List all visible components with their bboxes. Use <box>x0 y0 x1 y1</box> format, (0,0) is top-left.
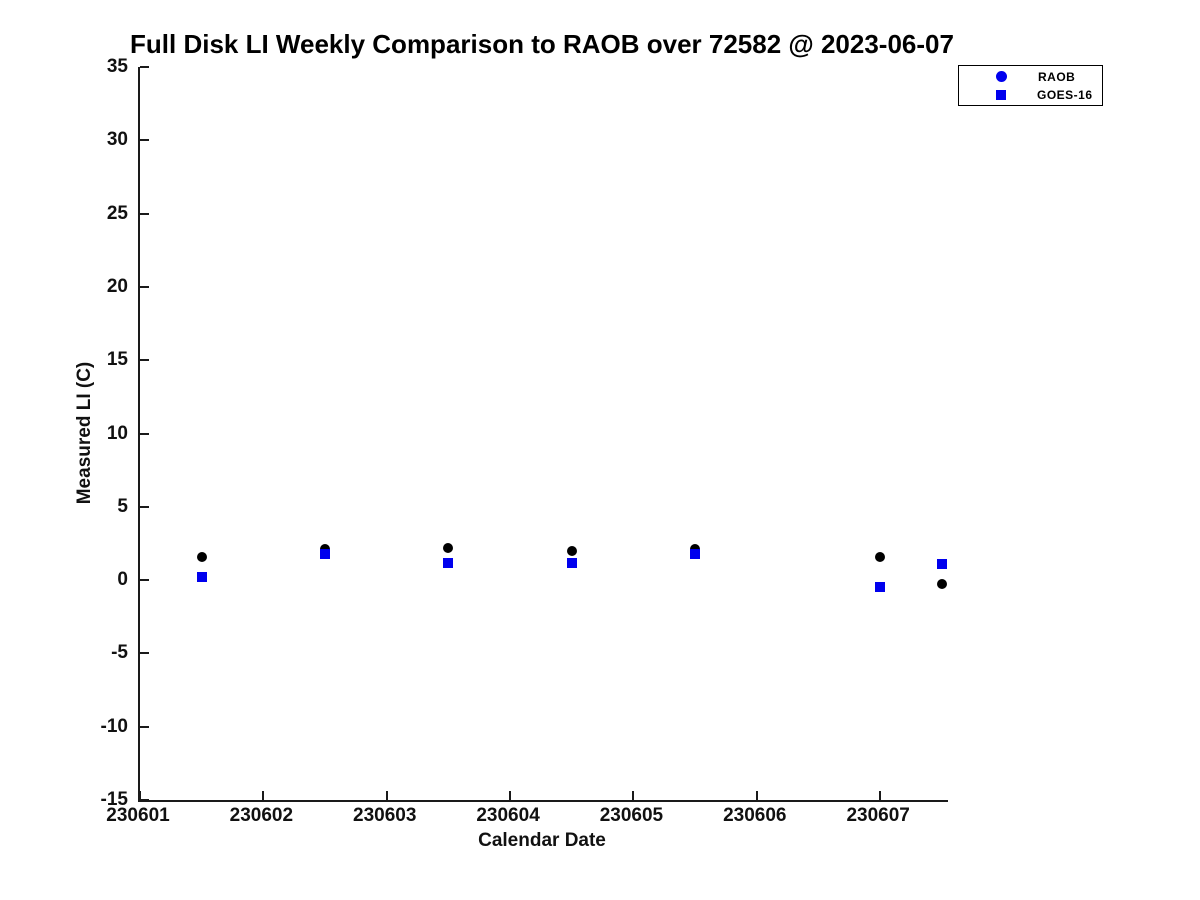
goes-16-legend-marker-icon <box>996 89 1006 100</box>
x-tick-mark <box>385 791 388 800</box>
data-point-raob <box>936 579 947 590</box>
x-tick-label: 230602 <box>229 805 294 826</box>
y-tick-label: 5 <box>117 495 128 517</box>
x-tick-mark <box>755 791 758 800</box>
y-tick-label: 25 <box>106 202 128 224</box>
x-tick-label: 230607 <box>846 805 910 826</box>
x-tick-label: 230604 <box>476 805 540 826</box>
y-tick-mark <box>140 432 149 435</box>
y-tick-mark <box>140 359 149 362</box>
x-tick-label: 230606 <box>723 805 787 826</box>
y-tick-label: 0 <box>117 569 128 591</box>
data-point-raob <box>566 545 577 556</box>
data-point-goes-16 <box>443 557 454 568</box>
x-tick-mark <box>879 791 882 800</box>
y-tick-mark <box>140 285 149 288</box>
legend-item-goes-16: GOES-16 <box>959 86 1102 104</box>
x-tick-label: 230601 <box>106 805 170 826</box>
y-tick-label: -10 <box>100 715 128 737</box>
data-point-raob <box>875 551 886 562</box>
y-tick-label: 30 <box>106 129 128 151</box>
x-tick-mark <box>262 791 265 800</box>
x-tick-mark <box>632 791 635 800</box>
plot-area <box>138 66 948 802</box>
data-point-goes-16 <box>690 548 701 559</box>
y-tick-label: -15 <box>100 789 128 810</box>
data-point-raob <box>443 542 454 553</box>
y-tick-label: 10 <box>106 422 128 444</box>
y-tick-mark <box>140 66 149 68</box>
data-point-goes-16 <box>875 582 886 593</box>
data-point-goes-16 <box>196 572 207 583</box>
y-tick-mark <box>140 579 149 582</box>
x-tick-label: 230603 <box>353 805 417 826</box>
data-point-raob <box>196 551 207 562</box>
y-tick-mark <box>140 212 149 215</box>
x-tick-mark <box>139 791 141 800</box>
y-tick-label: 35 <box>106 56 128 77</box>
data-point-goes-16 <box>566 557 577 568</box>
x-axis-label: Calendar Date <box>478 830 606 851</box>
legend-label-raob: RAOB <box>1038 69 1076 84</box>
x-tick-mark <box>509 791 512 800</box>
y-tick-mark <box>140 652 149 655</box>
y-tick-mark <box>140 799 149 801</box>
data-point-goes-16 <box>320 548 331 559</box>
legend: RAOB GOES-16 <box>958 65 1103 106</box>
y-tick-mark <box>140 505 149 508</box>
y-tick-label: -5 <box>111 642 128 664</box>
y-tick-label: 20 <box>106 275 128 297</box>
y-tick-mark <box>140 725 149 728</box>
chart-title: Full Disk LI Weekly Comparison to RAOB o… <box>130 29 954 59</box>
y-tick-label: 15 <box>106 349 128 371</box>
x-tick-label: 230605 <box>599 805 664 826</box>
y-tick-mark <box>140 139 149 142</box>
data-point-goes-16 <box>936 558 947 569</box>
raob-legend-marker-icon <box>996 71 1007 82</box>
legend-item-raob: RAOB <box>959 68 1102 86</box>
legend-label-goes-16: GOES-16 <box>1037 87 1093 102</box>
